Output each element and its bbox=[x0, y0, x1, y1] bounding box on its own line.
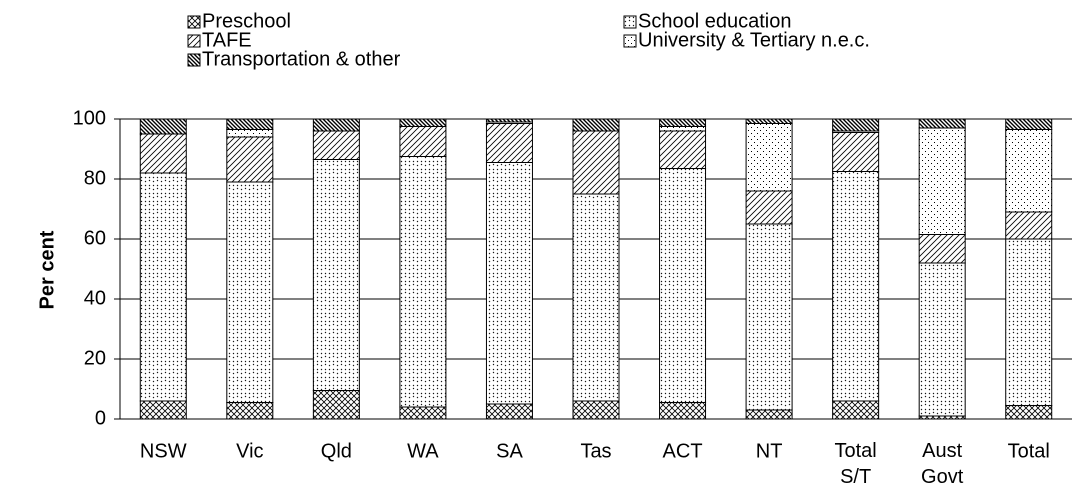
bar-segment bbox=[832, 132, 880, 172]
legend-label: Preschool bbox=[202, 10, 291, 32]
legend-swatch bbox=[623, 15, 637, 29]
legend-label: University & Tertiary n.e.c. bbox=[638, 29, 870, 51]
legend-swatch bbox=[187, 15, 201, 29]
bar-segment bbox=[312, 390, 360, 420]
bar-segment bbox=[226, 118, 274, 130]
x-tick-label: Tas bbox=[580, 440, 611, 462]
bar-segment bbox=[226, 129, 274, 138]
bar-segment bbox=[572, 130, 620, 195]
y-tick-label: 100 bbox=[73, 107, 106, 129]
y-axis-title: Per cent bbox=[36, 230, 58, 309]
bar-segment bbox=[659, 118, 707, 127]
legend-swatch bbox=[187, 34, 201, 48]
x-tick-label: Aust Govt bbox=[921, 440, 964, 488]
x-tick-label: Vic bbox=[236, 440, 263, 462]
legend-label: Transportation & other bbox=[202, 48, 401, 70]
legend-swatch bbox=[623, 34, 637, 48]
bar-segment bbox=[139, 172, 187, 402]
bar-segment bbox=[399, 118, 447, 127]
bar-segment bbox=[485, 403, 533, 420]
bar-segment bbox=[312, 130, 360, 160]
bar-segment bbox=[659, 402, 707, 420]
x-tick-label: WA bbox=[407, 440, 439, 462]
bar-segment bbox=[745, 118, 793, 124]
y-tick-label: 60 bbox=[84, 227, 106, 249]
legend-label: School education bbox=[638, 10, 791, 32]
y-tick-label: 80 bbox=[84, 167, 106, 189]
bar-segment bbox=[918, 127, 966, 235]
bar-segment bbox=[485, 123, 533, 163]
bar-segment bbox=[1005, 129, 1053, 213]
bar-segment bbox=[226, 402, 274, 420]
x-tick-label: NT bbox=[756, 440, 783, 462]
bar-segment bbox=[745, 223, 793, 411]
bar-segment bbox=[1005, 118, 1053, 130]
bar-segment bbox=[399, 406, 447, 420]
bar-segment bbox=[659, 130, 707, 169]
legend-label: TAFE bbox=[202, 29, 252, 51]
y-tick-label: 40 bbox=[84, 287, 106, 309]
bar-segment bbox=[832, 171, 880, 402]
y-tick-label: 20 bbox=[84, 347, 106, 369]
bar-segment bbox=[312, 159, 360, 391]
bar-segment bbox=[485, 118, 533, 123]
x-tick-label: Total bbox=[1008, 440, 1050, 462]
bar-segment bbox=[832, 118, 880, 132]
bar-segment bbox=[399, 156, 447, 408]
bar-segment bbox=[918, 118, 966, 129]
bar-segment bbox=[485, 162, 533, 405]
x-tick-label: SA bbox=[496, 440, 523, 462]
bar-segment bbox=[832, 400, 880, 420]
bar-segment bbox=[745, 190, 793, 225]
bar-segment bbox=[399, 126, 447, 157]
bar-segment bbox=[226, 136, 274, 183]
bar-segment bbox=[572, 118, 620, 132]
bar-segment bbox=[572, 193, 620, 402]
y-tick-label: 0 bbox=[95, 407, 106, 429]
x-tick-label: Qld bbox=[321, 440, 352, 462]
bar-segment bbox=[659, 168, 707, 403]
bar-segment bbox=[745, 409, 793, 420]
x-tick-label: NSW bbox=[140, 440, 187, 462]
bar-segment bbox=[226, 181, 274, 403]
bar-segment bbox=[918, 262, 966, 417]
bar-segment bbox=[659, 126, 707, 132]
bar-segment bbox=[1005, 211, 1053, 240]
bar-segment bbox=[572, 400, 620, 420]
x-tick-label: Total S/T bbox=[835, 440, 877, 488]
bar-segment bbox=[312, 118, 360, 132]
bar-segment bbox=[745, 123, 793, 192]
bar-segment bbox=[139, 133, 187, 174]
x-tick-label: ACT bbox=[663, 440, 703, 462]
legend-swatch bbox=[187, 53, 201, 67]
bar-segment bbox=[139, 118, 187, 135]
bar-segment bbox=[1005, 238, 1053, 406]
bar-segment bbox=[918, 234, 966, 264]
bar-segment bbox=[139, 400, 187, 420]
bar-segment bbox=[1005, 405, 1053, 420]
